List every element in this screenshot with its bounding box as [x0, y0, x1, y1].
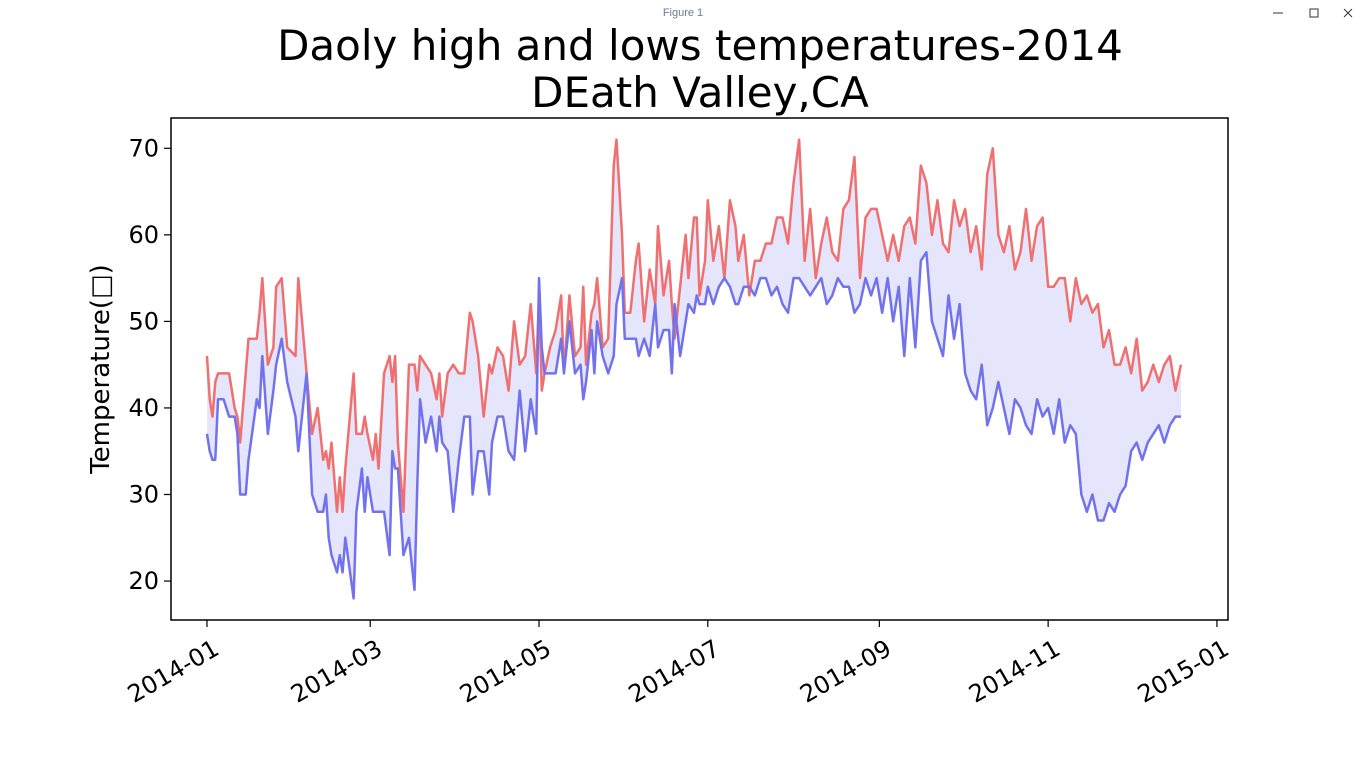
- series-line-high: [205, 138, 1183, 514]
- maximize-button[interactable]: [1297, 0, 1331, 26]
- series-lines: [205, 138, 1183, 600]
- y-axis: 20 30 40 50 60 70: [128, 134, 171, 595]
- x-tick-label: 2014-09: [795, 634, 896, 708]
- x-axis: 2014-01 2014-03 2014-05 2014-07 2014-09 2014-…: [123, 620, 1234, 709]
- x-tick-label: 2014-01: [123, 634, 224, 708]
- y-tick-label: 40: [128, 394, 159, 422]
- window-titlebar: Figure 1: [0, 0, 1366, 28]
- y-axis-label: Temperature(□): [86, 264, 116, 475]
- y-tick-label: 70: [128, 134, 159, 162]
- series-line-low: [205, 250, 1181, 600]
- y-tick-label: 20: [128, 567, 159, 595]
- x-tick-label: 2014-03: [286, 634, 387, 708]
- window-title: Figure 1: [662, 7, 704, 19]
- maximize-icon: [1309, 8, 1319, 18]
- x-tick-label: 2014-05: [455, 634, 556, 708]
- y-tick-label: 30: [128, 481, 159, 509]
- close-button[interactable]: [1331, 0, 1365, 26]
- chart-title-line1: Daoly high and lows temperatures-2014: [277, 21, 1123, 70]
- close-icon: [1343, 8, 1353, 18]
- y-tick-label: 50: [128, 307, 159, 335]
- x-tick-label: 2014-07: [624, 634, 725, 708]
- plot-frame: [170, 117, 1229, 621]
- y-tick-label: 60: [128, 221, 159, 249]
- fill-between-polygon: [206, 139, 1181, 599]
- minimize-button[interactable]: [1261, 0, 1295, 26]
- fill-between-area: [206, 139, 1181, 599]
- chart-title-line2: DEath Valley,CA: [531, 68, 869, 117]
- x-tick-label: 2014-11: [964, 634, 1065, 708]
- x-tick-label: 2015-01: [1133, 634, 1234, 708]
- minimize-icon: [1273, 12, 1283, 14]
